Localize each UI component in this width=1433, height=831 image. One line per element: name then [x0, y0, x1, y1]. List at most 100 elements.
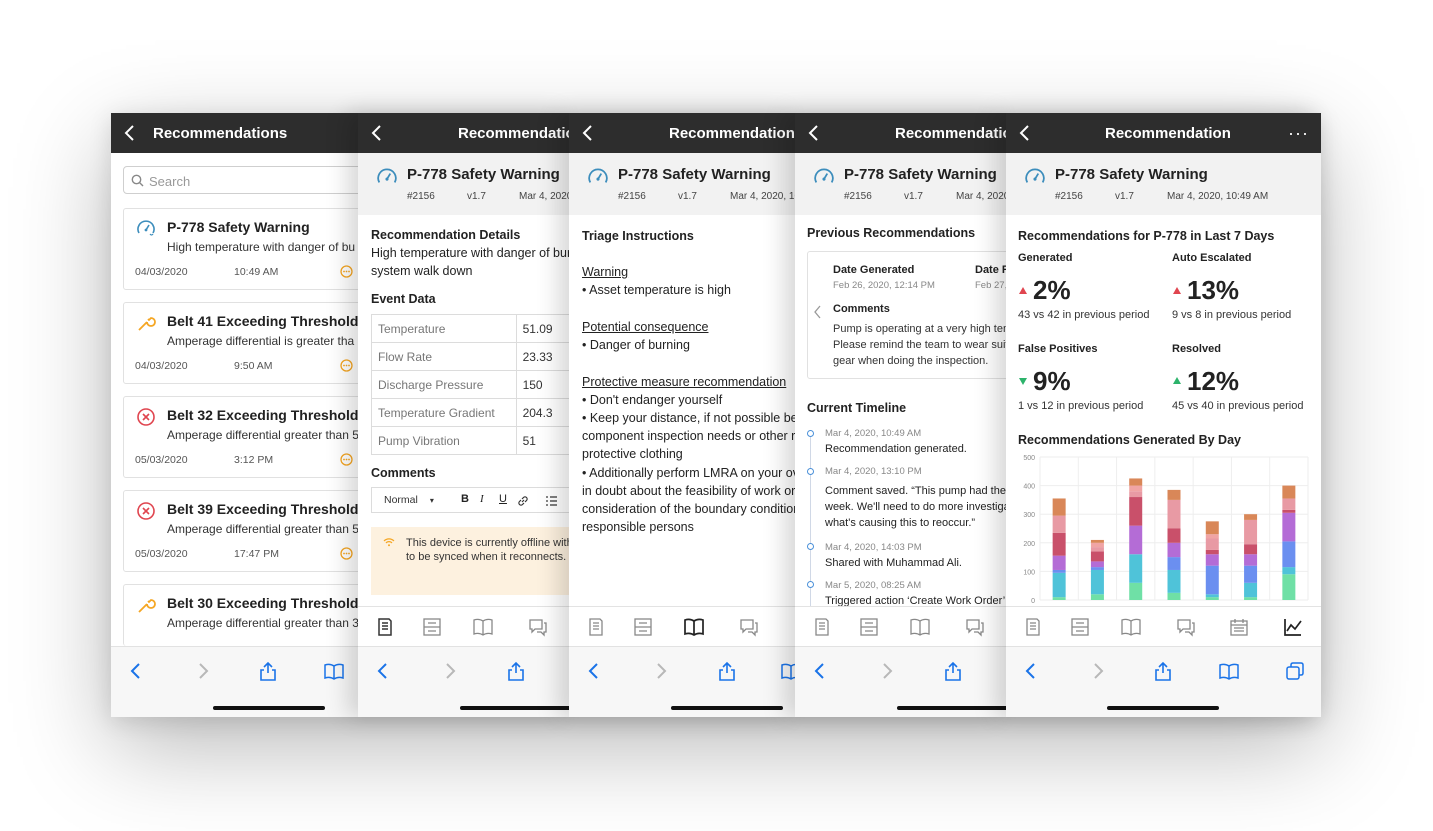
bar-segment [1167, 528, 1181, 543]
share-icon[interactable] [717, 661, 737, 681]
browser-forward-icon[interactable] [440, 661, 460, 681]
gauge-icon [377, 168, 397, 183]
tab-comments-icon[interactable] [739, 617, 759, 637]
italic-button[interactable]: I [480, 493, 484, 505]
timeline-text: week. We'll need to do more investiga [825, 501, 1007, 513]
browser-forward-icon[interactable] [1088, 661, 1108, 681]
tab-calendar-icon[interactable] [1229, 617, 1249, 637]
link-icon[interactable] [517, 495, 529, 507]
tab-event-data-icon[interactable] [633, 617, 653, 637]
share-icon[interactable] [506, 661, 526, 681]
event-name: Flow Rate [371, 342, 517, 371]
home-indicator [460, 706, 570, 710]
recommendation-version: v1.7 [678, 191, 697, 202]
y-tick-label: 300 [1023, 512, 1035, 519]
bookmarks-icon[interactable] [324, 661, 344, 681]
list-item[interactable]: Belt 39 Exceeding Threshold Amperage dif… [123, 490, 366, 572]
last-7-days-heading: Recommendations for P-778 in Last 7 Days [1018, 229, 1275, 243]
search-box[interactable]: Search [123, 166, 366, 194]
browser-toolbar [1006, 646, 1321, 717]
bar-segment [1244, 544, 1258, 555]
browser-back-icon[interactable] [584, 661, 604, 681]
list-item[interactable]: Belt 41 Exceeding Threshold Amperage dif… [123, 302, 366, 384]
tab-instructions-icon[interactable] [473, 617, 493, 637]
share-icon[interactable] [258, 661, 278, 681]
underline-button[interactable]: U [499, 493, 507, 505]
tab-bar [569, 606, 796, 646]
event-value: 51 [515, 426, 570, 455]
tabs-icon[interactable] [1285, 661, 1305, 681]
browser-forward-icon[interactable] [193, 661, 213, 681]
tab-details-icon[interactable] [812, 617, 832, 637]
measure-line: responsible persons [582, 520, 694, 534]
tab-event-data-icon[interactable] [859, 617, 879, 637]
tab-comments-icon[interactable] [965, 617, 985, 637]
bar-segment [1205, 549, 1219, 555]
bookmarks-icon[interactable] [781, 661, 796, 681]
recommendation-version: v1.7 [467, 191, 486, 202]
metric-label: Generated [1018, 252, 1073, 264]
browser-back-icon[interactable] [1021, 661, 1041, 681]
list-item[interactable]: P-778 Safety Warning High temperature wi… [123, 208, 366, 290]
screen-analytics: Recommendation ··· P-778 Safety Warning … [1006, 113, 1321, 717]
tab-instructions-icon[interactable] [1121, 617, 1141, 637]
metric-note: 45 vs 40 in previous period [1172, 400, 1304, 412]
y-tick-label: 0 [1031, 598, 1035, 605]
bookmarks-icon[interactable] [1219, 661, 1239, 681]
tab-instructions-icon[interactable] [910, 617, 930, 637]
tab-event-data-icon[interactable] [1070, 617, 1090, 637]
trend-down-icon [1019, 378, 1027, 385]
comment-line: gear when doing the inspection. [833, 355, 989, 367]
item-time: 9:50 AM [234, 360, 273, 372]
tab-analytics-icon[interactable] [1283, 617, 1303, 637]
comments-label: Comments [833, 303, 890, 315]
carousel-prev-icon[interactable] [813, 305, 823, 319]
tab-instructions-icon[interactable] [684, 617, 704, 637]
bar-segment [1052, 532, 1066, 556]
recommendation-date: Mar 4, 2020. [519, 191, 570, 202]
browser-back-icon[interactable] [810, 661, 830, 681]
offline-message: This device is currently offline with [406, 537, 570, 549]
timeline-dot [807, 430, 814, 437]
back-icon[interactable] [370, 124, 384, 142]
back-icon[interactable] [123, 124, 137, 142]
consequence-label: Potential consequence [582, 320, 709, 334]
item-date: 04/03/2020 [135, 266, 188, 278]
tab-details-icon[interactable] [1023, 617, 1043, 637]
bar-segment [1244, 597, 1258, 600]
browser-back-icon[interactable] [126, 661, 146, 681]
browser-back-icon[interactable] [373, 661, 393, 681]
comments-heading: Comments [371, 466, 436, 480]
numbered-list-icon[interactable] [546, 495, 558, 507]
triage-heading: Triage Instructions [582, 229, 694, 243]
share-icon[interactable] [1153, 661, 1173, 681]
list-item[interactable]: Belt 30 Exceeding Threshold Amperage dif… [123, 584, 366, 646]
back-icon[interactable] [581, 124, 595, 142]
tab-details-icon[interactable] [375, 617, 395, 637]
tab-comments-icon[interactable] [528, 617, 548, 637]
event-value: 150 [515, 370, 570, 399]
previous-heading: Previous Recommendations [807, 226, 976, 240]
search-placeholder: Search [149, 174, 191, 189]
item-time: 10:49 AM [234, 266, 279, 278]
event-data-heading: Event Data [371, 292, 436, 306]
tab-event-data-icon[interactable] [422, 617, 442, 637]
bold-button[interactable]: B [461, 493, 469, 505]
back-icon[interactable] [1018, 124, 1032, 142]
recommendation-id: #2156 [844, 191, 872, 202]
bar-segment [1244, 582, 1258, 598]
bar-segment [1282, 512, 1296, 542]
text-style-select[interactable]: Normal ▾ [384, 494, 434, 506]
back-icon[interactable] [807, 124, 821, 142]
tab-details-icon[interactable] [586, 617, 606, 637]
tab-comments-icon[interactable] [1176, 617, 1196, 637]
browser-forward-icon[interactable] [877, 661, 897, 681]
stacked-bar-chart: 500 400 300 200 100 0 [1023, 455, 1309, 605]
more-options-icon[interactable]: ··· [1288, 123, 1309, 143]
pending-status-icon [340, 359, 353, 372]
browser-forward-icon[interactable] [651, 661, 671, 681]
page-title: Recommendatior [458, 125, 570, 142]
share-icon[interactable] [943, 661, 963, 681]
list-item[interactable]: Belt 32 Exceeding Threshold Amperage dif… [123, 396, 366, 478]
bar-segment [1129, 554, 1143, 583]
